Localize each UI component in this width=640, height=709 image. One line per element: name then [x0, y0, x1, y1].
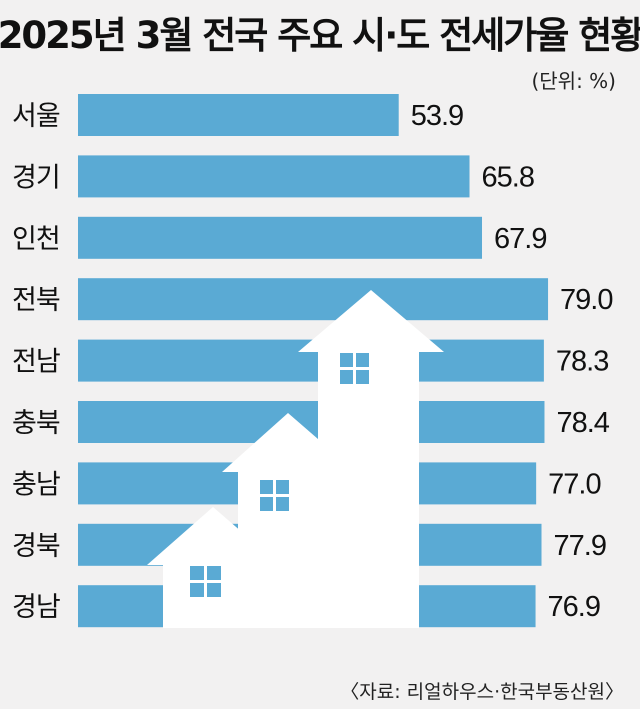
value-label: 78.4	[556, 407, 609, 439]
value-label: 67.9	[494, 223, 546, 255]
value-label: 53.9	[411, 100, 463, 132]
source-note: 〈자료: 리얼하우스·한국부동산원〉	[340, 681, 624, 703]
value-label: 65.8	[482, 161, 534, 193]
category-label: 전북	[12, 285, 60, 316]
chart-title: 2025년 3월 전국 주요 시·도 전세가율 현황	[0, 14, 640, 57]
category-label: 전남	[12, 347, 60, 378]
category-label: 경남	[12, 592, 60, 623]
category-label: 인천	[12, 224, 60, 255]
three-houses-icon	[147, 290, 444, 628]
value-label: 77.9	[554, 530, 606, 562]
value-label: 77.0	[548, 468, 600, 500]
category-label: 충남	[12, 469, 60, 500]
unit-label: (단위: %)	[531, 69, 616, 93]
bar-4	[78, 278, 549, 321]
value-label: 76.9	[548, 591, 600, 623]
category-label: 서울	[12, 101, 60, 132]
category-label: 경기	[12, 162, 60, 193]
category-label: 충북	[12, 408, 60, 439]
bar-1	[78, 94, 399, 136]
bar-3	[78, 216, 483, 259]
category-label: 경북	[12, 531, 60, 562]
value-label: 78.3	[556, 346, 608, 378]
bar-2	[78, 155, 470, 198]
value-label: 79.0	[560, 284, 612, 316]
